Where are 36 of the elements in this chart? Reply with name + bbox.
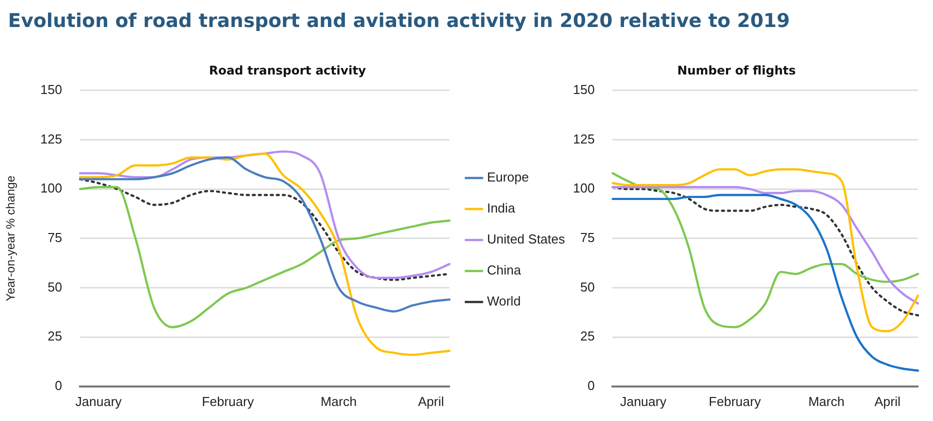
x-tick-label: April bbox=[874, 394, 901, 409]
y-axis-title: Year-on-year % change bbox=[4, 175, 18, 302]
legend-label: China bbox=[486, 262, 522, 278]
line-series bbox=[78, 152, 451, 356]
chart-subtitle: Number of flights bbox=[677, 63, 796, 78]
y-tick-label: 25 bbox=[580, 328, 595, 344]
y-tick-label: 0 bbox=[587, 378, 595, 393]
y-tick-label: 100 bbox=[572, 180, 595, 196]
line-series bbox=[612, 194, 920, 372]
line-series bbox=[78, 186, 451, 328]
y-tick-label: 125 bbox=[572, 131, 595, 146]
chart-subtitle: Road transport activity bbox=[208, 63, 366, 78]
y-tick-label: 125 bbox=[40, 131, 62, 146]
x-tick-label: February bbox=[708, 394, 762, 409]
legend-label: India bbox=[486, 200, 516, 216]
y-tick-label: 50 bbox=[48, 279, 62, 294]
x-tick-label: January bbox=[620, 394, 667, 409]
chart-title: Evolution of road transport and aviation activity in 2020 relative to 2019 bbox=[8, 10, 790, 32]
x-tick-label: February bbox=[202, 394, 254, 409]
line-series bbox=[78, 156, 451, 313]
y-tick-label: 75 bbox=[580, 230, 595, 245]
y-tick-label: 50 bbox=[580, 279, 595, 294]
x-tick-label: March bbox=[320, 394, 357, 409]
legend-label: United States bbox=[486, 232, 566, 247]
line-series bbox=[78, 150, 451, 279]
y-tick-label: 100 bbox=[40, 180, 62, 196]
x-tick-label: March bbox=[808, 394, 844, 409]
y-tick-label: 150 bbox=[572, 82, 595, 97]
y-tick-label: 0 bbox=[54, 378, 62, 393]
x-tick-label: January bbox=[75, 394, 122, 409]
y-tick-label: 25 bbox=[48, 328, 62, 344]
legend-label: World bbox=[486, 294, 521, 309]
y-tick-label: 75 bbox=[48, 230, 62, 245]
y-tick-label: 150 bbox=[40, 82, 62, 97]
x-tick-label: April bbox=[418, 394, 444, 409]
legend-label: Europe bbox=[486, 170, 529, 185]
